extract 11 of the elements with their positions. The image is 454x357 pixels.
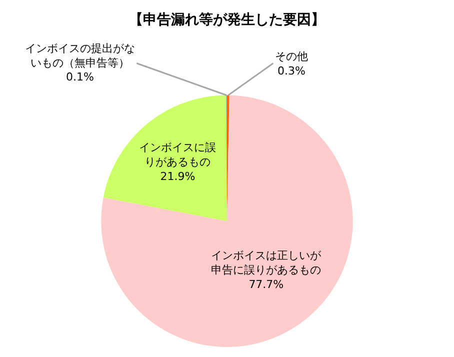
pie-slice	[103, 95, 227, 222]
slice-label: その他	[275, 50, 308, 63]
chart-title: 【申告漏れ等が発生した要因】	[129, 12, 325, 28]
slice-label: インボイスは正しいが申告に誤りがあるもの	[211, 249, 322, 276]
data-label: 0.3%	[278, 64, 306, 78]
data-label: 77.7%	[248, 278, 284, 291]
pie-slice	[101, 95, 353, 347]
slice-label: インボイスに誤りがあるもの	[139, 141, 216, 168]
slice-label: インボイスの提出がないもの（無申告等）	[25, 42, 135, 70]
data-label: 21.9%	[160, 170, 196, 183]
data-label: 0.1%	[66, 70, 94, 84]
